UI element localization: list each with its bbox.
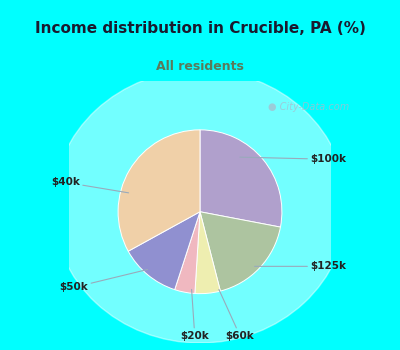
Text: $50k: $50k	[60, 270, 148, 292]
Ellipse shape	[53, 70, 347, 343]
Wedge shape	[200, 130, 282, 227]
Wedge shape	[175, 212, 200, 294]
Wedge shape	[195, 212, 220, 294]
Wedge shape	[200, 212, 280, 291]
Text: Income distribution in Crucible, PA (%): Income distribution in Crucible, PA (%)	[34, 21, 366, 36]
Text: $40k: $40k	[51, 177, 129, 193]
Wedge shape	[118, 130, 200, 251]
Text: All residents: All residents	[156, 60, 244, 72]
Wedge shape	[128, 212, 200, 290]
Text: ● City-Data.com: ● City-Data.com	[268, 102, 350, 112]
Text: $125k: $125k	[254, 261, 346, 271]
Text: $60k: $60k	[219, 289, 254, 341]
Text: $100k: $100k	[240, 154, 346, 164]
Text: $20k: $20k	[180, 289, 209, 341]
